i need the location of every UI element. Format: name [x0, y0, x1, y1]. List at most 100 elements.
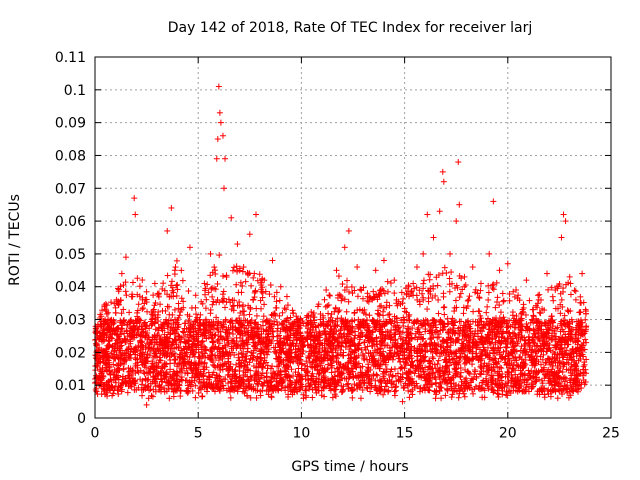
- data-point: [229, 267, 236, 274]
- data-point: [441, 304, 448, 311]
- data-point: [215, 329, 222, 336]
- data-point: [564, 307, 571, 314]
- data-point: [173, 257, 180, 264]
- data-point: [321, 296, 328, 303]
- data-point: [452, 297, 459, 304]
- data-point: [135, 301, 142, 308]
- data-point: [211, 264, 218, 271]
- data-point: [438, 342, 445, 349]
- data-point: [335, 273, 342, 280]
- data-point: [577, 293, 584, 300]
- data-point: [167, 357, 174, 364]
- data-point: [260, 313, 267, 320]
- data-point: [387, 280, 394, 287]
- data-point: [345, 288, 352, 295]
- data-point: [506, 297, 513, 304]
- data-point: [177, 393, 184, 400]
- data-point: [164, 272, 171, 279]
- data-point: [541, 394, 548, 401]
- data-point: [441, 311, 448, 318]
- data-point: [219, 273, 226, 280]
- data-point: [273, 304, 280, 311]
- data-point: [443, 270, 450, 277]
- data-point: [209, 293, 216, 300]
- data-points: [92, 83, 590, 408]
- data-point: [328, 369, 335, 376]
- data-point: [392, 387, 399, 394]
- data-point: [139, 306, 146, 313]
- data-point: [438, 395, 445, 402]
- data-point: [392, 384, 399, 391]
- data-point: [192, 304, 199, 311]
- data-point: [440, 293, 447, 300]
- data-point: [184, 353, 191, 360]
- data-point: [461, 393, 468, 400]
- data-point: [182, 333, 189, 340]
- data-point: [343, 308, 350, 315]
- data-point: [171, 360, 178, 367]
- data-point: [192, 394, 199, 401]
- data-point: [345, 380, 352, 387]
- data-point: [229, 330, 236, 337]
- data-point: [245, 270, 252, 277]
- data-point: [427, 336, 434, 343]
- data-point: [558, 296, 565, 303]
- data-point: [400, 295, 407, 302]
- data-point: [123, 292, 130, 299]
- data-point: [178, 267, 185, 274]
- data-point: [384, 288, 391, 295]
- data-point: [279, 309, 286, 316]
- data-point: [220, 298, 227, 305]
- data-point: [250, 296, 257, 303]
- data-point: [448, 269, 455, 276]
- data-point: [171, 271, 178, 278]
- data-point: [157, 301, 164, 308]
- data-point: [143, 288, 150, 295]
- data-point: [465, 369, 472, 376]
- data-point: [263, 388, 270, 395]
- data-point: [503, 344, 510, 351]
- data-point: [250, 274, 257, 281]
- data-point: [146, 369, 153, 376]
- data-point: [124, 389, 131, 396]
- data-point: [446, 275, 453, 282]
- data-point: [309, 394, 316, 401]
- data-point: [261, 301, 268, 308]
- data-point: [284, 302, 291, 309]
- data-point: [572, 288, 579, 295]
- data-point: [246, 311, 253, 318]
- data-point: [494, 294, 501, 301]
- data-point: [370, 288, 377, 295]
- data-point: [136, 283, 143, 290]
- data-point: [220, 288, 227, 295]
- data-point: [234, 268, 241, 275]
- data-point: [219, 291, 226, 298]
- data-point: [339, 281, 346, 288]
- data-point: [227, 378, 234, 385]
- data-point: [344, 277, 351, 284]
- data-point: [465, 296, 472, 303]
- data-point: [359, 295, 366, 302]
- data-point: [239, 268, 246, 275]
- data-point: [569, 345, 576, 352]
- data-point: [530, 312, 537, 319]
- data-point: [477, 287, 484, 294]
- data-point: [500, 297, 507, 304]
- data-point: [126, 309, 133, 316]
- data-point: [409, 391, 416, 398]
- data-point: [150, 292, 157, 299]
- data-point: [460, 310, 467, 317]
- data-point: [122, 288, 129, 295]
- data-point: [230, 264, 237, 271]
- data-point: [326, 292, 333, 299]
- data-point: [267, 282, 274, 289]
- data-point: [253, 305, 260, 312]
- data-point: [242, 278, 249, 285]
- data-point: [528, 316, 535, 323]
- data-point: [567, 291, 574, 298]
- data-point: [248, 282, 255, 289]
- data-point: [165, 303, 172, 310]
- data-point: [175, 305, 182, 312]
